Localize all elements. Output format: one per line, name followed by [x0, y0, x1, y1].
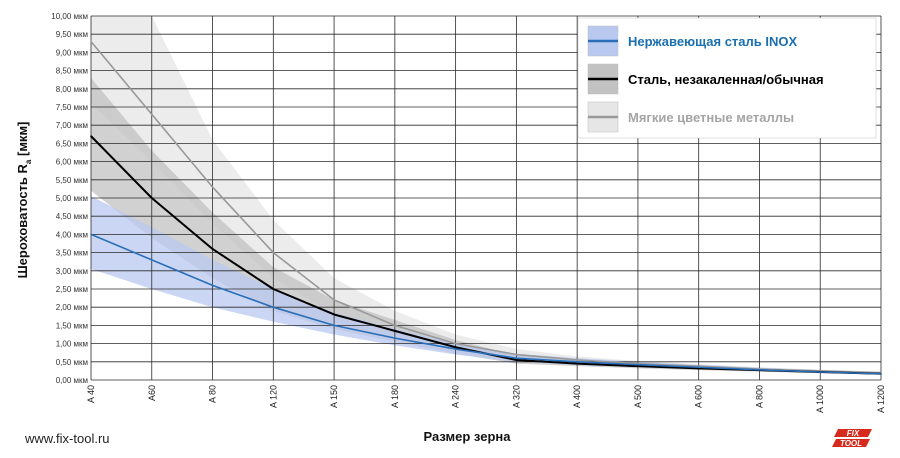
y-tick-label: 4,00 мкм: [56, 230, 88, 239]
y-tick-label: 10,00 мкм: [51, 12, 88, 21]
data-point: [394, 337, 396, 339]
series-lines: [90, 40, 882, 375]
y-tick-label: 0,50 мкм: [56, 358, 88, 367]
y-tick-label: 5,00 мкм: [56, 194, 88, 203]
y-tick-label: 7,50 мкм: [56, 103, 88, 112]
x-tick-labels: A 40 A60 A 80 A 120 A 150 A 180 A 240 A 320 A 40…: [86, 385, 886, 413]
legend: Нержавеющая сталь INOX Сталь, незакаленна…: [577, 17, 877, 139]
x-tick-label: A 120: [268, 385, 278, 408]
data-point: [454, 348, 457, 350]
x-tick-label: A 240: [451, 385, 461, 408]
y-tick-label: 1,50 мкм: [56, 321, 88, 330]
data-point: [394, 324, 396, 327]
y-tick-label: 9,50 мкм: [56, 30, 88, 39]
data-point: [333, 324, 335, 327]
data-point: [150, 197, 153, 199]
series-line-2: [90, 233, 882, 375]
data-point: [150, 259, 153, 261]
svg-text:TOOL: TOOL: [840, 439, 862, 448]
data-point: [211, 186, 214, 188]
x-tick-label: A 80: [208, 385, 218, 403]
data-point: [454, 342, 457, 345]
data-point: [150, 113, 153, 116]
y-tick-label: 2,00 мкм: [56, 303, 88, 312]
data-point: [272, 288, 275, 290]
y-tick-label: 6,50 мкм: [56, 139, 88, 148]
x-tick-label: A 500: [633, 385, 643, 408]
y-tick-label: 5,50 мкм: [56, 176, 88, 185]
y-tick-label: 8,00 мкм: [56, 85, 88, 94]
website-url[interactable]: www.fix-tool.ru: [25, 431, 110, 446]
y-axis-title: Шероховатость Ra [мкм]: [15, 122, 33, 279]
data-point: [272, 251, 275, 254]
y-axis-title-subscript: a: [24, 159, 33, 164]
x-axis-title: Размер зерна: [424, 429, 512, 444]
x-tick-label: A 800: [754, 385, 764, 408]
data-point: [454, 346, 457, 349]
band-2: [91, 196, 881, 375]
y-tick-label: 7,00 мкм: [56, 121, 88, 130]
data-point: [90, 233, 92, 236]
legend-label-2: Нержавеющая сталь INOX: [628, 34, 798, 49]
data-point: [637, 363, 639, 366]
confidence-bands: [91, 16, 881, 375]
x-tick-label: A 400: [572, 385, 582, 408]
data-point: [333, 313, 335, 316]
data-point: [515, 353, 518, 356]
data-point: [272, 306, 275, 309]
data-point: [819, 371, 822, 373]
y-axis-title-main: Шероховатость R: [15, 163, 30, 278]
x-tick-label: A 600: [694, 385, 704, 408]
y-tick-label: 1,00 мкм: [56, 340, 88, 349]
data-point: [576, 361, 578, 363]
y-tick-label: 3,50 мкм: [56, 249, 88, 258]
y-tick-label: 0,00 мкм: [56, 376, 88, 385]
data-point: [758, 369, 761, 371]
y-axis-title-unit: [мкм]: [15, 122, 30, 160]
data-point: [90, 40, 92, 43]
x-tick-label: A 320: [511, 385, 521, 408]
y-tick-label: 2,50 мкм: [56, 285, 88, 294]
x-tick-label: A 1000: [815, 385, 825, 413]
data-point: [576, 362, 578, 365]
data-point: [576, 359, 578, 361]
data-point: [394, 330, 396, 332]
y-tick-label: 9,00 мкм: [56, 48, 88, 57]
x-tick-label: A60: [147, 385, 157, 401]
data-point: [515, 357, 518, 359]
y-tick-label: 6,00 мкм: [56, 158, 88, 167]
x-tick-label: A 180: [390, 385, 400, 408]
y-tick-label: 4,50 мкм: [56, 212, 88, 221]
data-point: [697, 366, 700, 369]
y-tick-label: 3,00 мкм: [56, 267, 88, 276]
y-tick-labels: 0,00 мкм 0,50 мкм 1,00 мкм 1,50 мкм 2,00 мкм…: [51, 12, 88, 385]
legend-label-0: Мягкие цветные металлы: [628, 110, 794, 125]
data-point: [637, 365, 639, 367]
data-point: [90, 135, 92, 137]
data-point: [211, 284, 214, 287]
x-tick-label: A 150: [329, 385, 339, 408]
fix-tool-logo: FIX TOOL: [832, 429, 872, 448]
legend-box: [577, 17, 877, 139]
data-point: [333, 299, 335, 301]
svg-text:FIX: FIX: [847, 429, 860, 438]
data-point: [880, 373, 882, 375]
data-point: [515, 359, 518, 361]
y-tick-label: 8,50 мкм: [56, 67, 88, 76]
x-tick-label: A 1200: [876, 385, 886, 413]
x-tick-label: A 40: [86, 385, 96, 403]
data-point: [211, 248, 214, 250]
legend-label-1: Сталь, незакаленная/обычная: [628, 72, 824, 87]
